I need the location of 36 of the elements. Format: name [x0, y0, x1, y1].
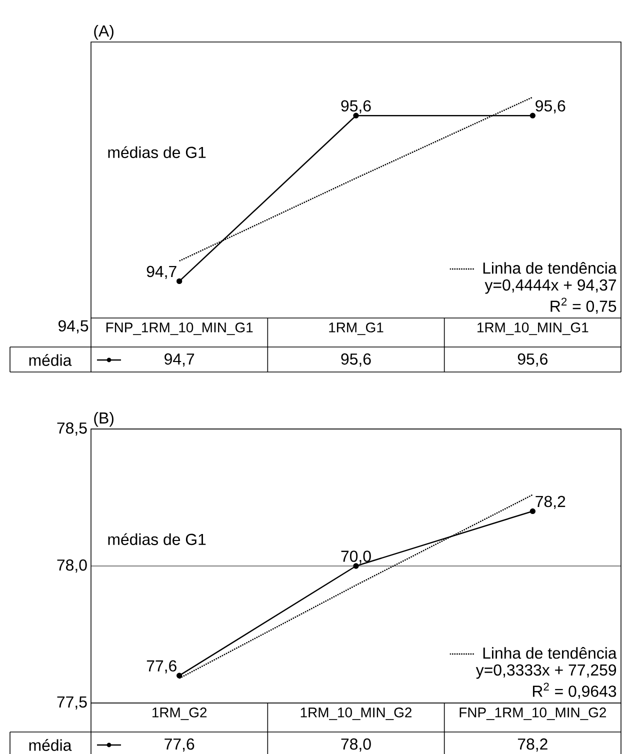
y-tick-label: 78,5: [57, 422, 87, 436]
point: [530, 508, 536, 514]
x-tick-label: FNP_1RM_10_MIN_G2: [460, 708, 606, 720]
chart-title: (A): [94, 24, 114, 40]
y-tick-label: 77,5: [57, 696, 87, 710]
data-label: 95,6: [518, 353, 548, 367]
text: 94,5: [58, 320, 88, 334]
annotation: médias de G1: [108, 533, 206, 546]
annotation: 77,6: [146, 660, 176, 674]
annotation: 70,0: [341, 550, 371, 564]
x-tick-label: 1RM_G1: [329, 322, 384, 336]
legend-label: média: [29, 354, 72, 366]
data-label: 95,6: [341, 353, 371, 367]
annotation: R$^{2}$ = 0,9643: [532, 682, 616, 699]
annotation: 78,2: [536, 496, 566, 509]
y-tick-label: 78,0: [57, 559, 87, 573]
annotation: médias de G1: [108, 146, 206, 158]
x-tick-label: 1RM_10_MIN_G1: [478, 322, 588, 336]
x-tick-label: FNP_1RM_10_MIN_G1: [106, 322, 253, 336]
data-label: 77,6: [164, 738, 194, 752]
annotation: 94,7: [146, 266, 176, 279]
annotation: R$^{2}$ = 0,75: [550, 298, 616, 314]
x-tick-label: 1RM_10_MIN_G2: [300, 708, 412, 720]
data-label: 94,7: [164, 353, 194, 367]
annotation: 95,6: [341, 100, 371, 114]
legend-label: Linha de tendência: [483, 647, 617, 659]
data-label: 78,0: [341, 738, 371, 752]
legend-label: média: [29, 739, 72, 751]
chart-title: (B): [94, 412, 114, 427]
legend-label: Linha de tendência: [483, 262, 617, 274]
x-tick-label: 1RM_G2: [152, 708, 207, 720]
annotation: y=0,3333x + 77,259: [476, 664, 616, 679]
annotation: 95,6: [536, 100, 566, 114]
data-label: 78,2: [518, 738, 548, 752]
point: [176, 672, 182, 678]
annotation: y=0,4444x + 94,37: [484, 279, 616, 294]
